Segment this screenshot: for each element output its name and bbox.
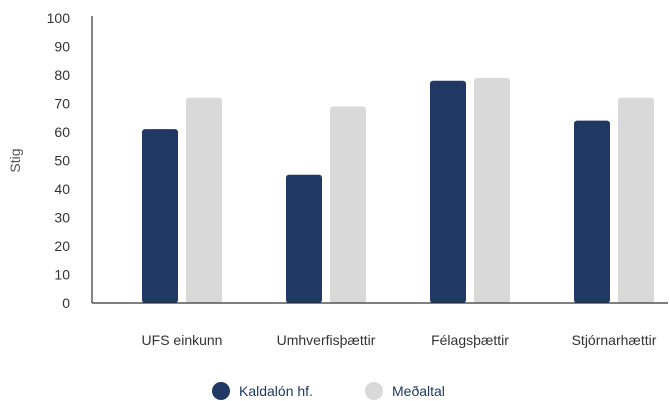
bar-kaldalon-1 — [142, 129, 178, 303]
bar-medaltal-3 — [474, 77, 510, 303]
y-tick-label: 80 — [54, 67, 70, 83]
legend-label-2: Meðaltal — [392, 383, 445, 399]
y-tick-label: 60 — [54, 124, 70, 140]
y-tick-label: 70 — [54, 96, 70, 112]
y-tick-label: 100 — [47, 10, 71, 26]
y-tick-label: 40 — [54, 181, 70, 197]
bar-kaldalon-3 — [430, 80, 466, 303]
bar-kaldalon-4 — [574, 120, 610, 303]
bar-medaltal-2 — [330, 106, 366, 303]
y-tick-label: 90 — [54, 39, 70, 55]
y-tick-label: 50 — [54, 153, 70, 169]
legend-swatch-1 — [212, 382, 230, 400]
y-tick-label: 30 — [54, 210, 70, 226]
bar-kaldalon-2 — [286, 174, 322, 303]
bar-medaltal-1 — [186, 97, 222, 303]
bars — [142, 77, 654, 303]
y-axis-ticks: 0 10 20 30 40 50 60 70 80 90 100 — [47, 10, 71, 311]
y-axis-label: Stig — [7, 148, 23, 172]
y-tick-label: 0 — [62, 295, 70, 311]
x-category-label: Stjórnarhættir — [572, 332, 657, 348]
legend-swatch-2 — [365, 382, 383, 400]
bar-medaltal-4 — [618, 97, 654, 303]
x-category-label: Umhverfisþættir — [277, 332, 376, 348]
legend: Kaldalón hf. Meðaltal — [212, 382, 445, 400]
y-tick-label: 10 — [54, 267, 70, 283]
x-category-label: UFS einkunn — [142, 332, 223, 348]
x-category-label: Félagsþættir — [431, 332, 509, 348]
x-axis-categories: UFS einkunn Umhverfisþættir Félagsþættir St… — [142, 332, 657, 348]
legend-label-1: Kaldalón hf. — [239, 383, 313, 399]
y-tick-label: 20 — [54, 238, 70, 254]
